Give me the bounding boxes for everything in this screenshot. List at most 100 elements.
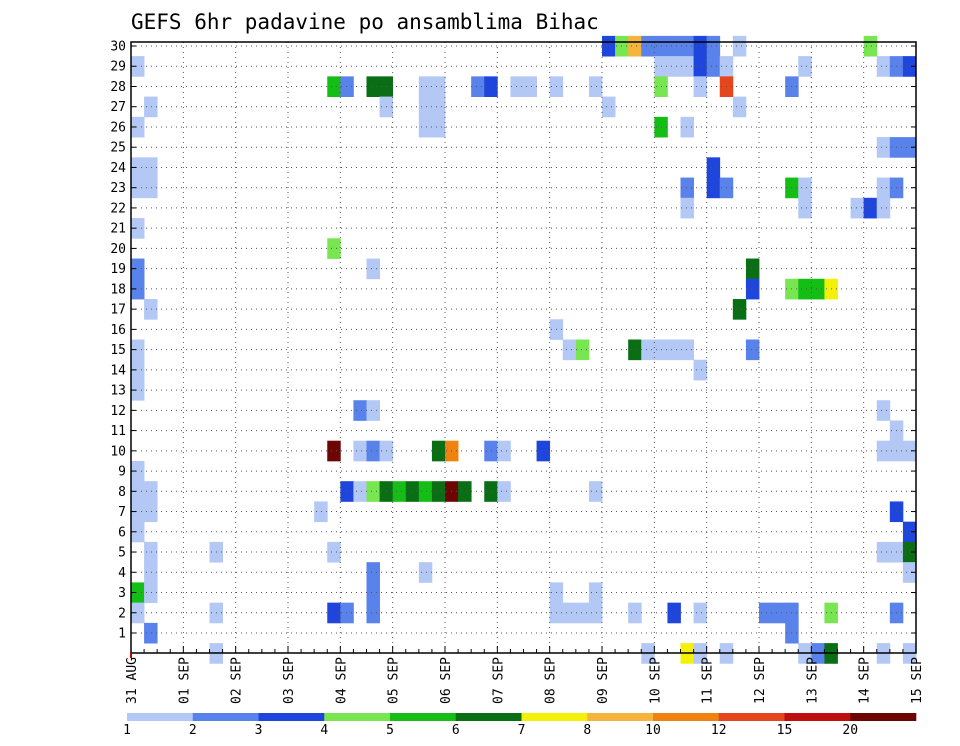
data-cell (706, 35, 721, 57)
data-cell (680, 339, 694, 361)
y-tick-label: 4 (118, 566, 126, 581)
x-tick-label: 07 SEP (491, 657, 506, 704)
data-cell (863, 197, 878, 219)
y-tick-label: 23 (110, 181, 126, 196)
data-cell (732, 96, 747, 118)
data-cell (876, 137, 891, 158)
y-tick-label: 18 (110, 282, 126, 297)
data-cell (811, 278, 825, 300)
y-tick-label: 22 (110, 201, 126, 216)
y-tick-label: 10 (110, 444, 126, 459)
data-cell (693, 35, 708, 57)
y-tick-label: 2 (118, 606, 126, 621)
data-cell (602, 96, 616, 118)
data-cell (131, 116, 145, 138)
colorbar-label: 1 (123, 723, 131, 738)
data-cell (418, 76, 433, 97)
y-tick-label: 26 (110, 120, 126, 135)
data-cell (680, 116, 694, 138)
data-cell (431, 116, 446, 138)
data-cell (693, 359, 708, 381)
x-tick-label: 13 SEP (805, 657, 820, 704)
y-tick-label: 16 (110, 323, 126, 338)
data-cell (327, 76, 341, 97)
data-cell (667, 602, 681, 624)
data-cell (484, 440, 498, 462)
data-cell (667, 35, 681, 57)
data-cell (431, 440, 446, 462)
data-cell (745, 258, 760, 280)
data-cell (902, 541, 917, 563)
data-cell (144, 157, 158, 178)
data-cell (706, 56, 721, 77)
data-cell (759, 602, 773, 624)
data-cell (798, 56, 812, 77)
data-cell (144, 541, 158, 563)
x-tick-label: 03 SEP (282, 657, 297, 704)
data-cell (772, 602, 786, 624)
data-cell (680, 56, 694, 77)
y-tick-label: 6 (118, 525, 126, 540)
y-tick-label: 5 (118, 546, 126, 561)
y-tick-label: 14 (110, 363, 126, 378)
y-tick-label: 7 (118, 505, 126, 520)
data-cell (314, 501, 328, 523)
data-cell (458, 481, 472, 502)
data-cell (641, 339, 655, 361)
data-cell (732, 35, 747, 57)
data-cell (628, 35, 642, 57)
colorbar-swatch (850, 713, 917, 721)
data-cell (405, 481, 420, 502)
data-cell (366, 582, 380, 604)
data-cell (144, 481, 158, 502)
colorbar-swatch (587, 713, 654, 721)
data-cell (131, 339, 145, 361)
data-cell (340, 76, 354, 97)
data-cell (850, 197, 865, 219)
data-cell (863, 35, 878, 57)
x-tick-label: 12 SEP (753, 657, 768, 704)
colorbar-swatch (258, 713, 325, 721)
data-cell (497, 481, 511, 502)
colorbar-label: 10 (645, 723, 661, 738)
data-cell (327, 238, 341, 259)
data-cell (144, 622, 158, 644)
data-cell (131, 278, 145, 300)
colorbar-label: 4 (320, 723, 328, 738)
colorbar-swatch (718, 713, 785, 721)
data-cell (366, 440, 380, 462)
data-cell (131, 177, 145, 199)
chart-title: GEFS 6hr padavine po ansamblima Bihac (131, 10, 599, 34)
y-tick-label: 20 (110, 242, 126, 257)
data-cell (366, 481, 380, 502)
y-tick-label: 24 (110, 161, 126, 176)
data-cell (353, 400, 367, 421)
data-cell (131, 501, 145, 523)
data-cell (641, 35, 655, 57)
data-cell (667, 339, 681, 361)
colorbar-swatch (784, 713, 851, 721)
data-cell (353, 440, 367, 462)
y-tick-label: 8 (118, 485, 126, 500)
colorbar-label: 5 (386, 723, 394, 738)
data-cell (628, 602, 642, 624)
colorbar-swatch (455, 713, 522, 721)
data-cell (131, 379, 145, 401)
data-cell (602, 35, 616, 57)
data-cell (144, 177, 158, 199)
data-cell (327, 440, 341, 462)
data-cell (523, 76, 537, 97)
colorbar-swatch (390, 713, 457, 721)
y-tick-label: 19 (110, 262, 126, 277)
y-tick-label: 15 (110, 343, 126, 358)
data-cell (798, 177, 812, 199)
colorbar-swatch (127, 713, 194, 721)
data-cell (876, 177, 891, 199)
y-tick-label: 12 (110, 404, 126, 419)
data-cell (680, 35, 694, 57)
data-cell (732, 299, 747, 320)
data-cell (418, 562, 433, 583)
x-tick-label: 31 AUG (125, 657, 140, 704)
x-tick-label: 11 SEP (701, 657, 716, 704)
x-tick-label: 05 SEP (387, 657, 402, 704)
